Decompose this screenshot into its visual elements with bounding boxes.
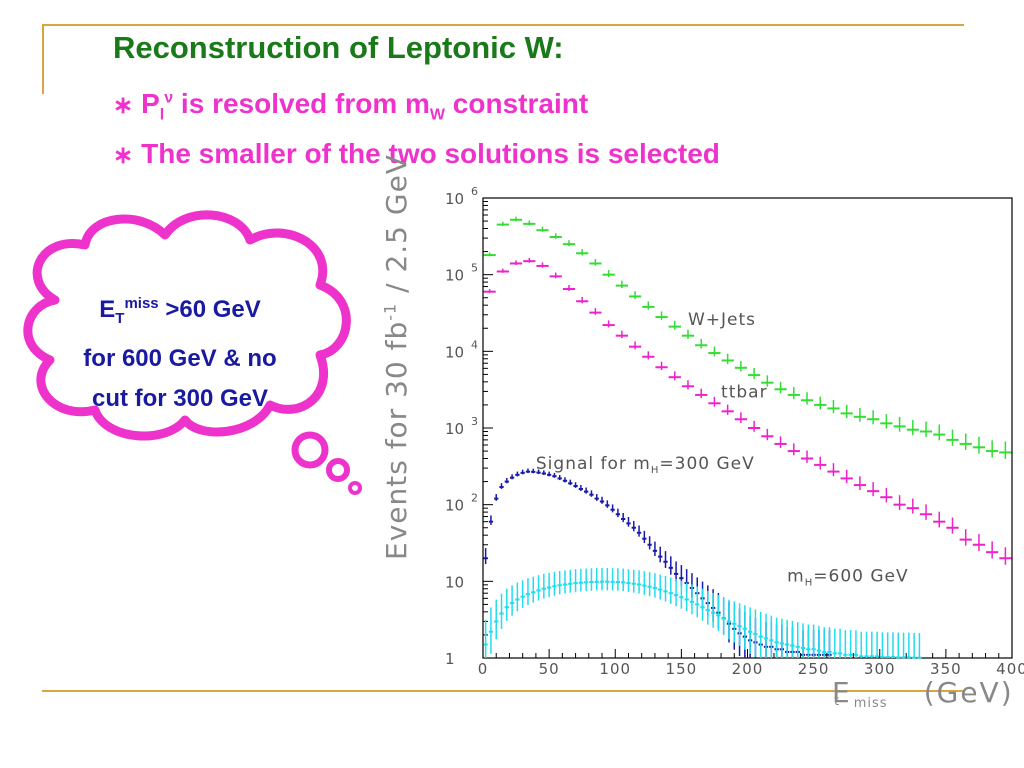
cloud-line-2: for 600 GeV & no [83, 344, 277, 372]
y-tick-exponent: 4 [471, 338, 478, 351]
y-tick-label: 10 [445, 343, 464, 361]
x-tick-label: 150 [666, 660, 698, 678]
bullet-resolved: ∗ Plν is resolved from mW constraint [113, 88, 589, 124]
y-tick-exponent: 5 [471, 262, 478, 275]
y-tick-label: 10 [445, 190, 464, 208]
cloud-line-1: ETmiss >60 GeV [99, 295, 261, 327]
x-tick-label: 300 [864, 660, 896, 678]
x-tick-label: 200 [732, 660, 764, 678]
x-tick-label: 400 [996, 660, 1024, 678]
chart-annotation: W+Jets [688, 310, 756, 330]
y-tick-label: 1 [445, 650, 455, 668]
left-rule [42, 24, 44, 94]
thought-cloud-icon [23, 210, 362, 495]
chart-annotation: ttbar [721, 382, 768, 402]
chart-annotation: mH=600 GeV [787, 566, 908, 588]
x-tick-label: 250 [798, 660, 830, 678]
bottom-rule [42, 690, 964, 692]
y-tick-label: 10 [445, 573, 464, 591]
chart-annotation: Signal for mH=300 GeV [536, 454, 755, 476]
x-tick-label: 50 [539, 660, 560, 678]
y-tick-exponent: 3 [471, 415, 478, 428]
x-tick-label: 100 [599, 660, 631, 678]
x-tick-label: 350 [930, 660, 962, 678]
y-tick-exponent: 6 [471, 185, 478, 198]
x-tick-label: 0 [478, 660, 489, 678]
cloud-line-3: cut for 300 GeV [91, 384, 269, 412]
slide-title: Reconstruction of Leptonic W: [113, 30, 564, 65]
bullet-star-icon: ∗ [113, 142, 134, 169]
bullet-star-icon: ∗ [113, 92, 134, 119]
plot-frame [482, 197, 1013, 659]
y-tick-exponent: 2 [471, 492, 478, 505]
cloud-note: ETmiss >60 GeV for 600 GeV & no cut for … [20, 284, 340, 419]
y-tick-label: 10 [445, 267, 464, 285]
top-rule [42, 24, 964, 26]
y-axis-label: Events for 30 fb-1 / 2.5 GeV [380, 154, 413, 560]
y-tick-label: 10 [445, 420, 464, 438]
y-tick-label: 10 [445, 497, 464, 515]
bullet-smaller-solution: ∗ The smaller of the two solutions is sel… [113, 138, 720, 169]
